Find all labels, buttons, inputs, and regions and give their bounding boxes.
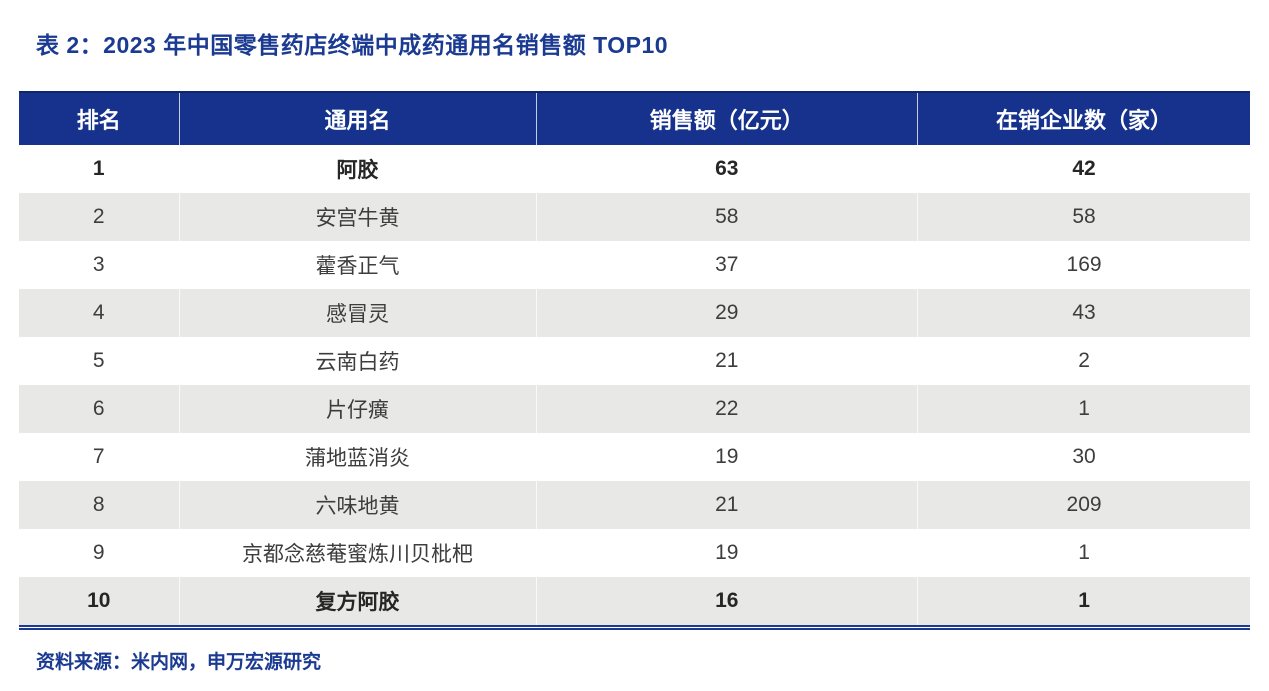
col-header-sales: 销售额（亿元） bbox=[535, 91, 918, 145]
cell-sales: 16 bbox=[535, 577, 918, 625]
source-note: 资料来源：米内网，申万宏源研究 bbox=[36, 652, 322, 673]
cell-companies: 1 bbox=[917, 385, 1250, 433]
cell-name: 六味地黄 bbox=[178, 481, 536, 529]
cell-name: 感冒灵 bbox=[178, 289, 536, 337]
cell-rank: 2 bbox=[19, 193, 180, 241]
cell-sales: 63 bbox=[535, 145, 918, 193]
cell-sales: 21 bbox=[535, 337, 918, 385]
cell-sales: 19 bbox=[535, 529, 918, 577]
cell-rank: 5 bbox=[92, 349, 105, 372]
cell-companies: 30 bbox=[917, 433, 1250, 481]
cell-name: 片仔癀 bbox=[178, 385, 536, 433]
col-header-rank: 排名 bbox=[19, 91, 180, 145]
cell-companies: 1 bbox=[917, 529, 1250, 577]
cell-name: 京都念慈菴蜜炼川贝枇杷 bbox=[178, 529, 536, 577]
cell-companies: 42 bbox=[917, 145, 1250, 193]
top10-table: 排名 通用名 销售额（亿元） 在销企业数（家） 1 阿胶 63 42 2 安宫牛黄 58 58… bbox=[19, 91, 1250, 625]
cell-sales: 22 bbox=[535, 385, 918, 433]
cell-name: 安宫牛黄 bbox=[178, 193, 536, 241]
cell-name: 阿胶 bbox=[178, 145, 536, 193]
cell-name: 蒲地蓝消炎 bbox=[178, 433, 536, 481]
table-bottom-rule bbox=[19, 625, 1250, 630]
table-row: 5 云南白药 21 2 bbox=[19, 337, 1250, 385]
cell-companies: 209 bbox=[917, 481, 1250, 529]
table-header: 排名 通用名 销售额（亿元） 在销企业数（家） bbox=[19, 91, 1250, 145]
report-page: 表 2：2023 年中国零售药店终端中成药通用名销售额 TOP10 排名 通用名… bbox=[19, 32, 1250, 673]
cell-companies: 2 bbox=[917, 337, 1250, 385]
col-header-name: 通用名 bbox=[178, 91, 536, 145]
col-header-companies: 在销企业数（家） bbox=[917, 91, 1250, 145]
table-row: 8 六味地黄 21 209 bbox=[19, 481, 1250, 529]
header-row: 排名 通用名 销售额（亿元） 在销企业数（家） bbox=[19, 91, 1250, 145]
table-row: 7 蒲地蓝消炎 19 30 bbox=[19, 433, 1250, 481]
cell-sales: 19 bbox=[535, 433, 918, 481]
table-row: 1 阿胶 63 42 bbox=[19, 145, 1250, 193]
cell-companies: 1 bbox=[917, 577, 1250, 625]
cell-companies: 169 bbox=[917, 241, 1250, 289]
cell-sales: 58 bbox=[535, 193, 918, 241]
cell-name: 复方阿胶 bbox=[178, 577, 536, 625]
table-row: 2 安宫牛黄 58 58 bbox=[19, 193, 1250, 241]
cell-rank: 1 bbox=[92, 157, 105, 180]
cell-name: 云南白药 bbox=[178, 337, 536, 385]
table-title: 表 2：2023 年中国零售药店终端中成药通用名销售额 TOP10 bbox=[36, 32, 669, 58]
cell-rank: 9 bbox=[92, 541, 105, 564]
table-row: 6 片仔癀 22 1 bbox=[19, 385, 1250, 433]
cell-name: 藿香正气 bbox=[178, 241, 536, 289]
cell-rank: 3 bbox=[92, 253, 105, 276]
cell-companies: 43 bbox=[917, 289, 1250, 337]
cell-rank: 8 bbox=[19, 481, 180, 529]
table-body: 1 阿胶 63 42 2 安宫牛黄 58 58 3 藿香正气 37 169 4 感冒灵 29 43 5 云南白药 2… bbox=[19, 145, 1250, 625]
table-row: 10 复方阿胶 16 1 bbox=[19, 577, 1250, 625]
table-row: 4 感冒灵 29 43 bbox=[19, 289, 1250, 337]
table-row: 9 京都念慈菴蜜炼川贝枇杷 19 1 bbox=[19, 529, 1250, 577]
cell-sales: 37 bbox=[535, 241, 918, 289]
cell-rank: 4 bbox=[19, 289, 180, 337]
cell-companies: 58 bbox=[917, 193, 1250, 241]
cell-rank: 6 bbox=[19, 385, 180, 433]
cell-rank: 10 bbox=[19, 577, 180, 625]
cell-sales: 21 bbox=[535, 481, 918, 529]
cell-rank: 7 bbox=[92, 445, 105, 468]
cell-sales: 29 bbox=[535, 289, 918, 337]
table-row: 3 藿香正气 37 169 bbox=[19, 241, 1250, 289]
